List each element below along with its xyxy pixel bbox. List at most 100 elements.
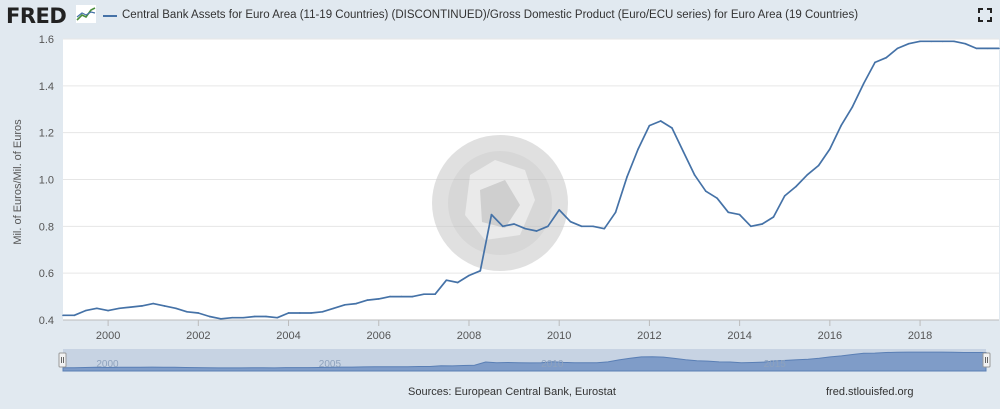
data-point: [265, 315, 267, 318]
legend-series-label[interactable]: Central Bank Assets for Euro Area (11-19…: [122, 9, 859, 21]
data-point: [84, 309, 87, 312]
legend-line-swatch: [103, 15, 117, 17]
data-point: [107, 309, 109, 312]
x-tick-label: 2010: [547, 330, 571, 342]
data-point: [693, 174, 696, 176]
data-point: [919, 40, 921, 43]
data-point: [502, 225, 504, 228]
navigator-tick-label: 2005: [319, 359, 342, 370]
x-tick-label: 2018: [908, 330, 932, 342]
y-tick-label: 0.4: [39, 315, 54, 327]
data-point: [558, 209, 560, 211]
data-point: [242, 316, 245, 319]
data-point: [321, 311, 324, 313]
fred-site-link[interactable]: fred.stlouisfed.org: [826, 386, 914, 398]
chart-header: FRED Central Bank Assets for Euro Area (…: [0, 0, 1000, 34]
data-point: [862, 82, 865, 85]
data-point: [524, 227, 527, 230]
data-point: [829, 148, 831, 150]
x-tick-label: 2004: [276, 330, 300, 342]
data-point: [287, 312, 290, 314]
y-tick-label: 1.6: [39, 34, 54, 46]
navigator[interactable]: 2000 2005 2010 2015: [58, 349, 991, 372]
data-point: [817, 164, 820, 167]
data-point: [73, 314, 76, 317]
data-point: [468, 274, 470, 277]
data-point: [129, 306, 132, 308]
data-point: [456, 281, 459, 284]
data-point: [310, 312, 312, 314]
y-tick-label: 0.8: [39, 221, 54, 233]
y-tick-label: 1.0: [39, 175, 54, 187]
data-point: [716, 197, 718, 200]
data-point: [479, 270, 482, 272]
data-point: [344, 303, 346, 306]
data-point: [423, 293, 425, 296]
data-point: [783, 195, 786, 197]
series-line-0[interactable]: [63, 40, 999, 320]
data-point: [750, 225, 752, 228]
y-tick-label: 1.4: [39, 81, 54, 93]
data-point: [840, 124, 842, 127]
fred-logo-graph-icon: [76, 5, 96, 23]
data-point: [603, 227, 606, 230]
data-point: [377, 298, 380, 300]
data-point: [513, 223, 515, 225]
data-point: [569, 220, 572, 223]
data-point: [964, 42, 966, 45]
data-point: [874, 61, 876, 64]
navigator-tick-label: 2015: [764, 359, 787, 370]
data-point: [682, 150, 685, 153]
y-tick-label: 0.6: [39, 268, 54, 280]
data-point: [535, 230, 538, 232]
data-point: [547, 225, 549, 228]
data-point: [986, 47, 989, 50]
data-point: [62, 314, 64, 317]
data-point: [851, 106, 854, 108]
data-point: [704, 190, 707, 193]
x-tick-label: 2008: [457, 330, 481, 342]
watermark-logo: [432, 135, 568, 271]
data-point: [761, 223, 763, 225]
data-point: [975, 47, 978, 50]
navigator-left-handle[interactable]: [58, 352, 67, 368]
sources-text: Sources: European Central Bank, Eurostat: [408, 386, 616, 398]
data-point: [411, 295, 414, 298]
fullscreen-icon[interactable]: [978, 8, 992, 22]
data-point: [220, 318, 222, 320]
data-point: [806, 174, 809, 176]
data-point: [276, 316, 279, 319]
data-point: [795, 185, 797, 188]
data-point: [626, 176, 628, 178]
data-point: [231, 316, 233, 319]
navigator-right-handle[interactable]: [982, 352, 991, 368]
data-point: [671, 127, 673, 129]
y-tick-label: 1.2: [39, 128, 54, 140]
navigator-tick-label: 2010: [541, 359, 564, 370]
data-point: [174, 307, 177, 310]
data-point: [592, 225, 594, 228]
data-point: [434, 293, 436, 296]
data-point: [141, 305, 143, 307]
data-point: [727, 211, 730, 214]
data-point: [163, 305, 166, 307]
data-point: [355, 302, 358, 305]
series-layer: [62, 40, 1000, 320]
data-point: [659, 120, 662, 122]
fred-logo[interactable]: FRED: [6, 4, 67, 28]
data-point: [197, 312, 200, 314]
data-point: [208, 315, 211, 318]
navigator-series-area: [62, 351, 987, 372]
data-point: [941, 40, 944, 43]
data-point: [299, 312, 301, 314]
data-point: [253, 315, 256, 318]
data-point: [366, 299, 369, 301]
data-point: [930, 40, 933, 43]
data-point: [96, 307, 98, 310]
x-tick-label: 2002: [186, 330, 210, 342]
axis-ticks: 0.4 0.6 0.8 1.0 1.2 1.4 1.6 2000 2002 2004 2006 200…: [39, 34, 999, 342]
data-point: [580, 225, 583, 228]
data-point: [186, 311, 188, 313]
data-point: [614, 211, 617, 214]
x-tick-label: 2000: [96, 330, 120, 342]
